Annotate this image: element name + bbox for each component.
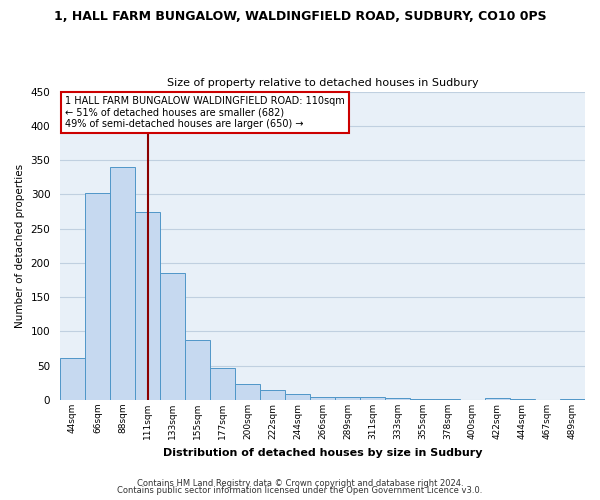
- Text: Contains HM Land Registry data © Crown copyright and database right 2024.: Contains HM Land Registry data © Crown c…: [137, 478, 463, 488]
- Bar: [85, 193, 110, 400]
- Bar: [110, 167, 135, 400]
- Bar: [335, 398, 360, 400]
- Bar: [60, 358, 85, 400]
- Bar: [560, 398, 585, 400]
- Text: 1, HALL FARM BUNGALOW, WALDINGFIELD ROAD, SUDBURY, CO10 0PS: 1, HALL FARM BUNGALOW, WALDINGFIELD ROAD…: [53, 10, 547, 23]
- X-axis label: Distribution of detached houses by size in Sudbury: Distribution of detached houses by size …: [163, 448, 482, 458]
- Text: Contains public sector information licensed under the Open Government Licence v3: Contains public sector information licen…: [118, 486, 482, 495]
- Bar: [235, 384, 260, 400]
- Bar: [385, 398, 410, 400]
- Bar: [285, 394, 310, 400]
- Text: 1 HALL FARM BUNGALOW WALDINGFIELD ROAD: 110sqm
← 51% of detached houses are smal: 1 HALL FARM BUNGALOW WALDINGFIELD ROAD: …: [65, 96, 345, 130]
- Bar: [410, 398, 435, 400]
- Title: Size of property relative to detached houses in Sudbury: Size of property relative to detached ho…: [167, 78, 478, 88]
- Bar: [160, 273, 185, 400]
- Bar: [135, 212, 160, 400]
- Bar: [185, 340, 210, 400]
- Bar: [210, 368, 235, 400]
- Bar: [260, 390, 285, 400]
- Y-axis label: Number of detached properties: Number of detached properties: [15, 164, 25, 328]
- Bar: [310, 396, 335, 400]
- Bar: [485, 398, 510, 400]
- Bar: [360, 398, 385, 400]
